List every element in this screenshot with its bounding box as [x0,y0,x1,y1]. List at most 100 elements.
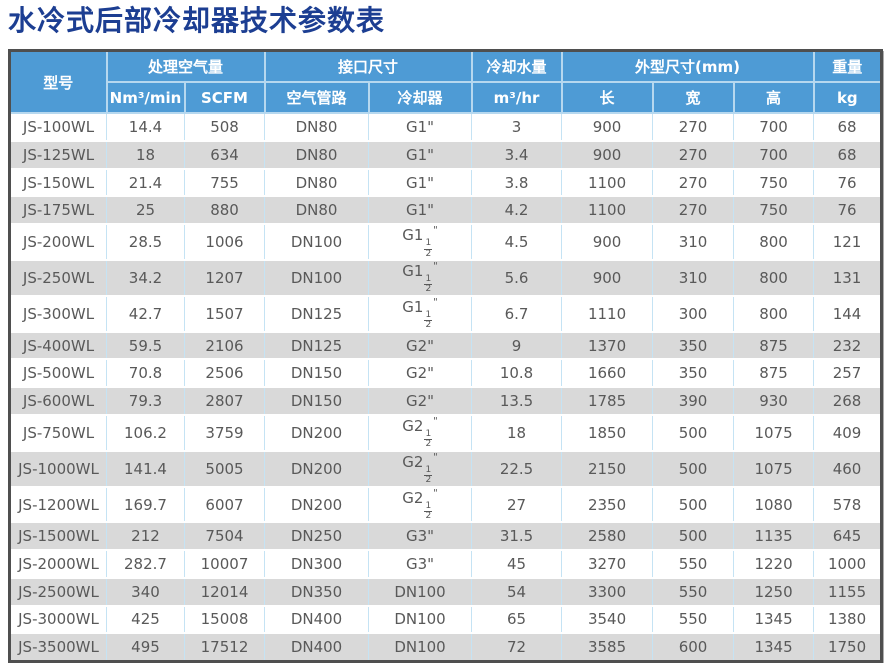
cell-height: 700 [733,112,815,142]
cell-water-volume: 3 [471,112,563,142]
table-body: JS-100WL 14.4 508 DN80 G1" 3 900 270 700 68 JS-125… [9,112,882,662]
cell-scfm: 1507 [183,294,266,332]
col-group-dimensions: 外型尺寸(mm) [560,49,815,84]
cell-weight: 1380 [813,604,882,634]
cell-height: 930 [733,386,815,415]
cell-height: 1345 [733,632,815,662]
cell-width: 500 [652,413,735,451]
cell-water-volume: 6.7 [471,294,563,332]
cell-water-volume: 18 [471,413,563,451]
cell-weight: 121 [813,223,882,261]
cell-length: 3300 [561,576,654,606]
cell-model: JS-175WL [9,195,107,225]
cell-height: 800 [733,223,815,261]
cell-nm3-per-min: 70.8 [106,358,185,388]
cell-air-pipe: DN300 [264,549,370,578]
col-header-nm3-per-min: Nm³/min [105,81,186,115]
cell-scfm: 880 [183,195,266,225]
cell-width: 350 [652,358,735,388]
cell-nm3-per-min: 21.4 [106,167,185,197]
cell-scfm: 17512 [183,632,266,662]
cell-air-pipe: DN250 [264,521,370,551]
cell-model: JS-3000WL [9,604,107,634]
cell-water-volume: 65 [471,604,563,634]
cell-air-pipe: DN80 [264,195,370,225]
cell-weight: 645 [813,521,882,551]
cell-nm3-per-min: 282.7 [106,549,185,578]
cell-length: 3540 [561,604,654,634]
header-group-row: 型号 处理空气量 接口尺寸 冷却水量 外型尺寸(mm) 重量 [8,49,883,115]
cell-scfm: 10007 [183,549,266,578]
cell-cooler: G1" [368,140,473,169]
cell-air-pipe: DN400 [264,632,370,662]
table-row: JS-750WL 106.2 3759 DN200 G2 1 2 " 18 1850 500 1075… [9,413,882,451]
cell-water-volume: 22.5 [471,449,563,487]
cell-width: 500 [652,485,735,523]
cell-cooler: G2 1 2 " [368,413,473,451]
cell-air-pipe: DN125 [264,294,370,332]
cell-air-pipe: DN150 [264,386,370,415]
cell-width: 270 [652,112,735,142]
cell-cooler: DN100 [368,604,473,634]
cell-length: 3585 [561,632,654,662]
table-row: JS-1200WL 169.7 6007 DN200 G2 1 2 " 27 2350 500 108… [9,485,882,523]
cell-scfm: 3759 [183,413,266,451]
cell-water-volume: 31.5 [471,521,563,551]
cell-air-pipe: DN100 [264,259,370,296]
cell-scfm: 12014 [183,576,266,606]
cell-model: JS-2500WL [9,576,107,606]
cell-weight: 68 [813,140,882,169]
col-group-cooling-water: 冷却水量 [470,49,563,84]
cell-water-volume: 45 [471,549,563,578]
cell-scfm: 6007 [183,485,266,523]
cell-weight: 409 [813,413,882,451]
col-header-m3-per-hr: m³/hr [470,81,563,115]
cell-model: JS-400WL [9,330,107,360]
cell-cooler: G1 1 2 " [368,259,473,296]
cell-height: 1080 [733,485,815,523]
cell-nm3-per-min: 340 [106,576,185,606]
cell-nm3-per-min: 495 [106,632,185,662]
cell-width: 270 [652,167,735,197]
table-row: JS-500WL 70.8 2506 DN150 G2" 10.8 1660 350 875 25… [9,358,882,388]
cell-width: 350 [652,330,735,360]
cell-scfm: 7504 [183,521,266,551]
cell-nm3-per-min: 42.7 [106,294,185,332]
cell-width: 600 [652,632,735,662]
cell-air-pipe: DN400 [264,604,370,634]
cell-cooler: G1 1 2 " [368,223,473,261]
cell-height: 800 [733,259,815,296]
cell-length: 2150 [561,449,654,487]
cell-weight: 232 [813,330,882,360]
cell-length: 2580 [561,521,654,551]
cell-width: 500 [652,449,735,487]
cell-length: 900 [561,112,654,142]
cell-water-volume: 72 [471,632,563,662]
table-row: JS-200WL 28.5 1006 DN100 G1 1 2 " 4.5 900 310 800 12… [9,223,882,261]
cell-water-volume: 27 [471,485,563,523]
cell-water-volume: 4.5 [471,223,563,261]
cell-height: 800 [733,294,815,332]
cell-height: 1220 [733,549,815,578]
cell-model: JS-300WL [9,294,107,332]
cell-model: JS-200WL [9,223,107,261]
cell-nm3-per-min: 106.2 [106,413,185,451]
col-group-air-volume: 处理空气量 [105,49,266,84]
cell-air-pipe: DN80 [264,112,370,142]
cell-weight: 131 [813,259,882,296]
cell-cooler: G2" [368,386,473,415]
cell-cooler: G1" [368,112,473,142]
col-group-weight: 重量 [812,49,883,84]
cell-weight: 76 [813,167,882,197]
cell-width: 310 [652,223,735,261]
col-header-height: 高 [732,81,815,115]
table-row: JS-600WL 79.3 2807 DN150 G2" 13.5 1785 390 930 26… [9,386,882,415]
cell-cooler: G3" [368,549,473,578]
cell-length: 1370 [561,330,654,360]
cell-width: 550 [652,604,735,634]
cell-height: 700 [733,140,815,169]
